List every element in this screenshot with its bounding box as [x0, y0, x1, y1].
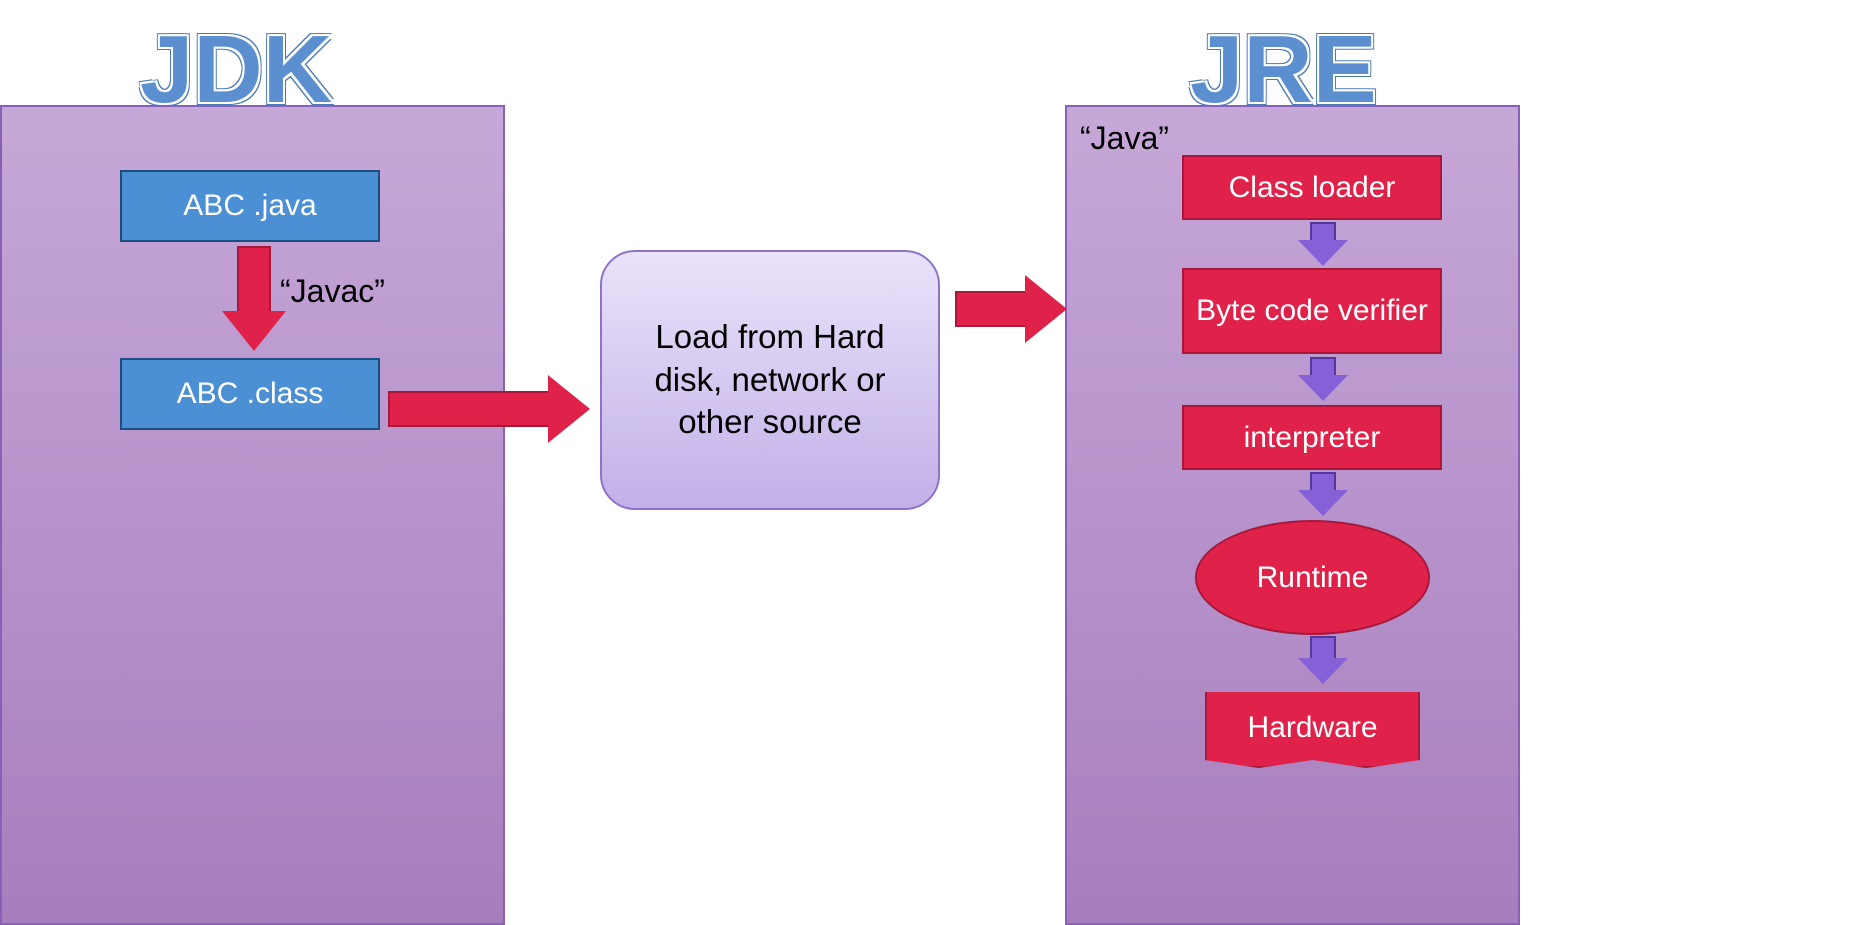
arrow-head-icon: [222, 311, 286, 351]
abc-class-node: ABC .class: [120, 358, 380, 430]
java-label: “Java”: [1080, 120, 1169, 157]
arrow-shaft: [955, 291, 1025, 327]
arrow-head-icon: [1298, 490, 1348, 516]
arrow-center-to-jre: [955, 275, 1067, 343]
arrow-shaft: [1310, 357, 1336, 375]
runtime-node: Runtime: [1195, 520, 1430, 635]
arrow-shaft: [237, 246, 271, 311]
byte-code-verifier-node: Byte code verifier: [1182, 268, 1442, 354]
arrow-shaft: [1310, 222, 1336, 240]
class-loader-node: Class loader: [1182, 155, 1442, 220]
arrow-head-icon: [1025, 275, 1067, 343]
arrow-class-to-center: [388, 375, 590, 443]
arrow-shaft: [1310, 636, 1336, 658]
arrow-shaft: [1310, 472, 1336, 490]
arrow-javac: [222, 246, 286, 351]
arrow-head-icon: [1298, 375, 1348, 401]
arrow-head-icon: [1298, 658, 1348, 684]
abc-java-node: ABC .java: [120, 170, 380, 242]
arrow-verifier-to-interpreter: [1298, 357, 1348, 401]
arrow-head-icon: [548, 375, 590, 443]
arrow-loader-to-verifier: [1298, 222, 1348, 266]
arrow-shaft: [388, 391, 548, 427]
interpreter-node: interpreter: [1182, 405, 1442, 470]
arrow-interpreter-to-runtime: [1298, 472, 1348, 516]
hardware-node: Hardware: [1205, 688, 1420, 768]
arrow-runtime-to-hardware: [1298, 636, 1348, 684]
javac-label: “Javac”: [280, 273, 385, 310]
jre-panel: [1065, 105, 1520, 925]
arrow-head-icon: [1298, 240, 1348, 266]
load-source-node: Load from Hard disk, network or other so…: [600, 250, 940, 510]
